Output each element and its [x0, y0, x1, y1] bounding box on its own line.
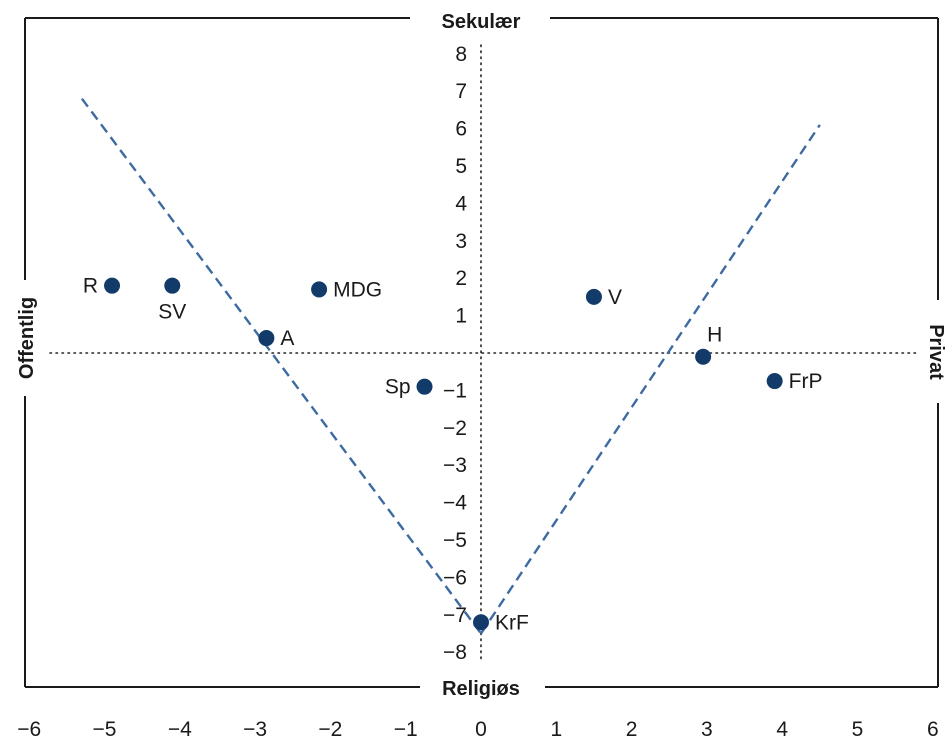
y-tick-label: 6	[455, 118, 467, 141]
data-point-label: H	[707, 324, 722, 347]
y-tick-label: −2	[443, 417, 467, 440]
trend-line-left	[80, 97, 482, 635]
x-tick-label: 0	[475, 718, 487, 741]
y-tick-label: 2	[455, 267, 467, 290]
y-tick-label: 5	[455, 155, 467, 178]
x-tick-label: 5	[852, 718, 864, 741]
x-tick-label: 6	[927, 718, 939, 741]
data-point-label: Sp	[385, 376, 411, 399]
x-tick-label: −5	[93, 718, 117, 741]
y-tick-label: 1	[455, 305, 467, 328]
axis-title-top: Sekulær	[442, 11, 521, 33]
data-point-label: KrF	[495, 611, 529, 634]
data-point	[473, 614, 489, 631]
data-point-label: V	[608, 286, 622, 309]
y-tick-label: 7	[455, 80, 467, 103]
data-point	[164, 277, 181, 294]
data-point-label: MDG	[333, 278, 382, 301]
data-point-label: R	[83, 275, 98, 298]
reference-lines	[49, 44, 919, 663]
x-tick-label: 4	[776, 718, 788, 741]
y-tick-label: −5	[443, 529, 467, 552]
axis-title-bottom: Religiøs	[442, 678, 520, 700]
data-point	[766, 373, 783, 390]
data-point-label: A	[280, 327, 294, 350]
trend-line-right	[480, 124, 821, 635]
trend-lines	[80, 97, 821, 635]
y-tick-label: 4	[455, 192, 467, 215]
x-tick-label: −4	[168, 718, 192, 741]
chart-frame	[24, 17, 939, 688]
axis-titles: Sekulær Religiøs Offentlig Privat	[16, 11, 947, 700]
data-point	[585, 288, 602, 305]
axis-title-left: Offentlig	[16, 297, 38, 379]
y-tick-label: 8	[455, 43, 467, 66]
x-tick-label: −1	[394, 718, 418, 741]
tick-labels: −6 −5 −4 −3 −2 −1 0 1 2 3 4 5 6 −8 −7 −6 −5 −4 −3 −2 −1 1 2 3 4 5…	[17, 43, 938, 741]
axis-title-right: Privat	[925, 324, 947, 380]
data-point-label: FrP	[789, 370, 823, 393]
y-tick-label: −7	[443, 604, 467, 627]
x-tick-label: 2	[626, 718, 638, 741]
y-tick-label: −3	[443, 454, 467, 477]
data-point	[258, 330, 275, 347]
x-tick-label: 1	[550, 718, 562, 741]
y-tick-label: −6	[443, 566, 467, 589]
x-tick-label: −3	[243, 718, 267, 741]
data-points: R SV MDG A Sp V H FrP KrF	[83, 275, 823, 635]
x-tick-label: −6	[17, 718, 41, 741]
data-point	[416, 378, 433, 395]
x-tick-label: −2	[318, 718, 342, 741]
x-tick-label: 3	[701, 718, 713, 741]
y-tick-label: −8	[443, 641, 467, 664]
y-tick-label: −4	[443, 492, 467, 515]
data-point	[695, 348, 712, 365]
data-point-label: SV	[158, 301, 186, 324]
y-tick-label: 3	[455, 230, 467, 253]
y-tick-label: −1	[443, 379, 467, 402]
data-point	[311, 281, 328, 298]
data-point	[104, 277, 121, 294]
